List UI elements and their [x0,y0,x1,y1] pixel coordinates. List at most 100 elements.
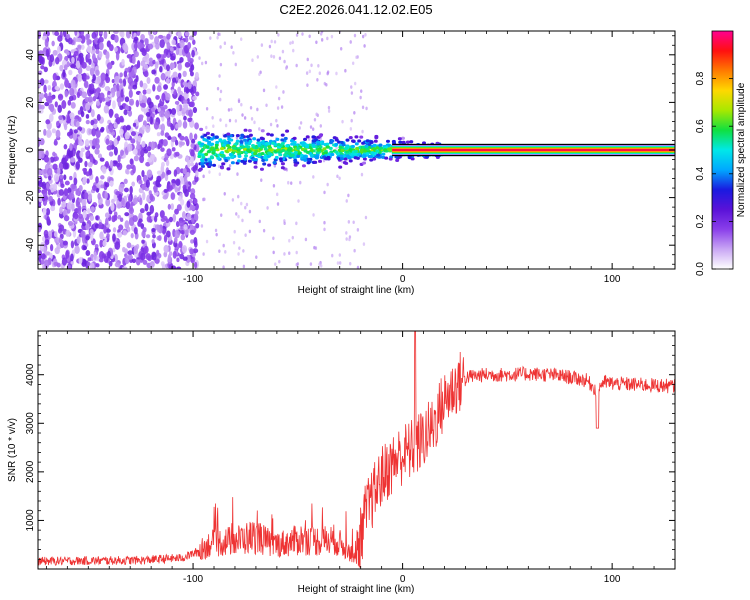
spectrogram-cell [245,135,250,139]
spectrogram-cell [149,34,154,40]
spectrogram-cell [90,206,95,213]
spectrogram-cell [229,138,234,142]
spectrogram-cell [287,180,290,185]
spectrogram-cell [224,159,229,163]
spectrogram-cell [244,233,247,237]
spectrogram-cell [89,139,93,144]
spectrogram-cell [263,147,268,151]
spectrogram-x-tick-label: 0 [400,274,406,285]
spectrogram-cell [156,170,162,175]
spectrogram-cell [256,55,260,59]
spectrogram-cell [319,124,322,128]
spectrogram-cell [355,156,360,160]
spectrogram-cell [114,262,121,268]
spectrogram-y-tick-label: -40 [25,238,36,253]
spectrogram-cell [62,31,67,37]
spectrogram-cell [304,237,308,242]
spectrogram-cell [127,194,132,203]
spectrogram-cell [153,184,158,193]
spectrogram-cell [285,129,290,133]
spectrogram-cell [133,36,139,42]
spectrogram-cell [228,164,232,168]
spectrogram-cell [108,151,114,157]
spectrogram-cell [88,193,92,202]
spectrogram-cell [388,157,393,161]
spectrogram-cell [107,250,111,259]
spectrogram-cell [353,110,356,115]
spectrogram-cell [75,60,81,69]
spectrogram-cell [233,229,236,234]
spectrogram-cell [251,158,256,162]
spectrogram-cell [122,246,126,253]
spectrogram-cell [100,184,104,189]
spectrogram-cell [353,81,357,86]
colorbar-label: Normalized spectral amplitude [736,82,747,217]
spectrogram-cell [205,145,210,149]
spectrogram-cell [235,212,238,216]
spectrogram-cell [311,139,316,143]
spectrogram-cell [145,111,151,117]
spectrogram-cell [362,157,367,161]
spectrogram-cell [317,63,320,68]
spectrogram-cell [354,135,359,139]
spectrogram-cell [373,139,378,143]
spectrogram-cell [69,193,75,200]
spectrogram-cell [166,169,172,175]
spectrogram-cell [360,89,363,93]
spectrogram-cell [186,200,191,208]
spectrogram-cell [248,139,253,144]
spectrogram-cell [123,187,129,193]
spectrogram-cell [143,64,149,70]
spectrogram-cell [177,86,182,94]
spectrogram-cell [105,228,111,233]
spectrogram-cell [237,99,241,104]
spectrogram-y-tick-label: -20 [25,190,36,205]
spectrogram-cell [327,109,331,113]
spectrogram-cell [139,80,144,88]
spectrogram-cell [341,119,344,124]
spectrogram-cell [60,183,65,189]
spectrogram-cell [361,34,365,39]
spectrogram-cell [106,145,113,151]
spectrogram-cell [218,172,221,176]
spectrogram-cell [212,124,215,128]
spectrogram-cell [350,144,355,149]
spectrogram-cell [242,249,245,253]
spectrogram-cell [64,90,69,98]
spectrogram-cell [158,110,165,118]
spectrogram-cell [118,193,123,202]
spectrogram-cell [42,207,47,216]
spectrogram-cell [125,31,131,39]
spectrogram-cell [283,136,288,141]
spectrogram-y-tick-label: 40 [25,49,36,61]
spectrogram-cell [272,250,275,255]
spectrogram-cell [191,49,195,58]
spectrogram-cell [221,162,226,166]
colorbar-tick-label: 0.8 [695,71,706,85]
spectrogram-cell [104,182,110,188]
spectrogram-cell [78,52,84,59]
spectrogram-cell [81,72,88,82]
spectrogram-cell [151,107,155,113]
spectrogram-cell [351,61,355,66]
spectrogram-cell [62,240,68,246]
spectrogram-cell [260,178,263,182]
spectrogram-cell [348,237,351,242]
spectrogram-cell [272,161,277,165]
spectrogram-cell [257,152,262,157]
spectrogram-cell [348,148,353,152]
spectrogram-cell [174,100,180,105]
spectrogram-cell [112,227,117,233]
spectrogram-cell [63,144,68,150]
spectrogram-cell [116,162,121,168]
spectrogram-cell [83,192,89,200]
spectrogram-cell [151,251,157,261]
spectrogram-cell [119,72,123,78]
spectrogram-cell [259,136,264,140]
spectrogram-cell [100,175,105,180]
spectrogram-cell [131,55,136,65]
spectrogram-cell [240,37,243,41]
spectrogram-cell [292,142,297,146]
spectrogram-cell [308,34,311,39]
spectrogram-cell [316,150,321,155]
